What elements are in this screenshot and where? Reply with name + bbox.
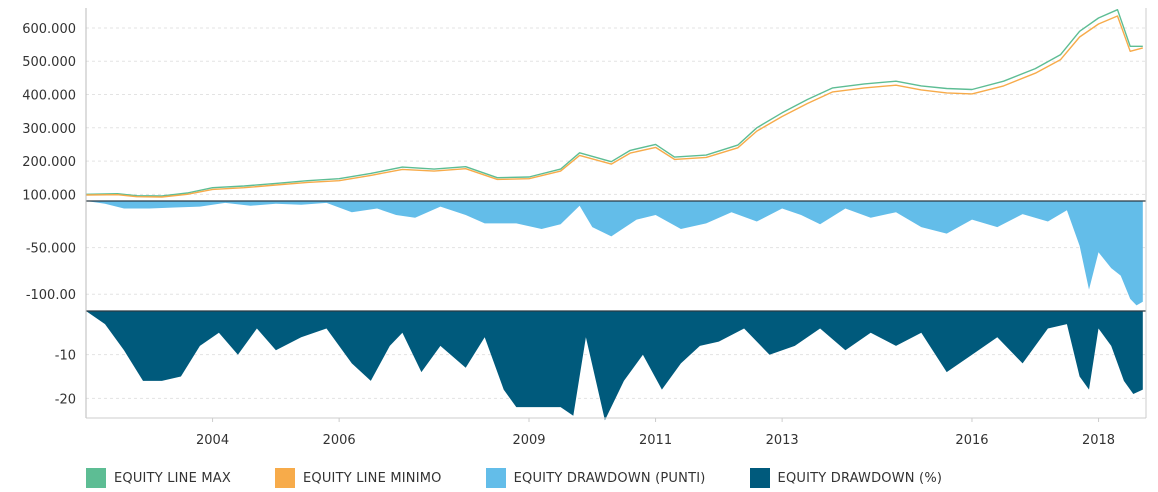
y-tick-label-equity: 500.000	[22, 55, 76, 70]
y-tick-label-equity: 100.000	[22, 188, 76, 203]
legend-item-equity-min[interactable]: EQUITY LINE MINIMO	[274, 468, 442, 488]
series-area-drawdown_points	[86, 201, 1143, 306]
legend-label-equity-min: EQUITY LINE MINIMO	[302, 470, 442, 486]
legend-swatch-equity-min	[274, 468, 295, 488]
legend-label-drawdown-points: EQUITY DRAWDOWN (PUNTI)	[513, 470, 706, 486]
x-tick-label: 2013	[766, 433, 799, 448]
y-tick-label-equity: 600.000	[22, 22, 76, 37]
y-tick-label-drawdown_pct: -20	[55, 392, 76, 407]
y-tick-label-equity: 200.000	[22, 155, 76, 170]
chart-legend: EQUITY LINE MAX EQUITY LINE MINIMO EQUIT…	[86, 468, 986, 488]
series-area-drawdown_pct	[86, 311, 1143, 421]
y-tick-label-equity: 300.000	[22, 122, 76, 137]
legend-label-drawdown-pct: EQUITY DRAWDOWN (%)	[777, 470, 943, 486]
legend-item-drawdown-pct[interactable]: EQUITY DRAWDOWN (%)	[749, 468, 943, 488]
y-tick-label-equity: 400.000	[22, 89, 76, 104]
legend-swatch-drawdown-pct	[749, 468, 770, 488]
legend-item-equity-max[interactable]: EQUITY LINE MAX	[86, 468, 231, 488]
legend-label-equity-max: EQUITY LINE MAX	[114, 470, 231, 486]
x-tick-label: 2011	[639, 433, 672, 448]
series-line-equity-max	[85, 9, 1143, 197]
legend-item-drawdown-points[interactable]: EQUITY DRAWDOWN (PUNTI)	[485, 468, 706, 488]
x-tick-label: 2016	[955, 433, 988, 448]
legend-swatch-equity-max	[86, 468, 106, 488]
y-tick-label-drawdown_points: -100.00	[26, 288, 76, 303]
chart-canvas: 600.000 500.000 400.000 300.000 200.000 100.0…	[22, 8, 1147, 448]
y-tick-label-drawdown_points: -50.000	[26, 242, 76, 257]
x-tick-label: 2018	[1082, 433, 1115, 448]
x-tick-label: 2009	[512, 433, 545, 448]
legend-swatch-drawdown-points	[485, 468, 506, 488]
x-tick-label: 2006	[323, 433, 356, 448]
series-line-equity-min	[85, 15, 1143, 198]
y-tick-label-drawdown_pct: -10	[55, 349, 76, 364]
x-tick-label: 2004	[196, 433, 229, 448]
